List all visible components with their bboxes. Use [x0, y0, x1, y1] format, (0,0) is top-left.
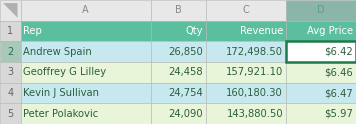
Text: 160,180.30: 160,180.30	[226, 88, 283, 98]
Text: 24,754: 24,754	[168, 88, 203, 98]
Bar	[286, 41, 356, 62]
Bar	[21, 62, 151, 83]
Bar	[286, 21, 356, 41]
Text: $6.47: $6.47	[324, 88, 353, 98]
Bar	[286, 83, 356, 103]
Text: A: A	[82, 5, 89, 15]
Bar	[151, 0, 206, 21]
Bar	[151, 21, 206, 41]
Bar	[151, 83, 206, 103]
Text: D: D	[317, 5, 325, 15]
Bar	[206, 21, 286, 41]
Bar	[0, 41, 21, 62]
Text: 24,090: 24,090	[168, 109, 203, 119]
Bar	[0, 0, 21, 21]
Bar	[21, 103, 151, 124]
Bar	[0, 62, 21, 83]
Bar	[206, 83, 286, 103]
Text: 172,498.50: 172,498.50	[226, 47, 283, 57]
Bar	[286, 103, 356, 124]
Text: 1: 1	[7, 26, 14, 36]
Text: C: C	[242, 5, 249, 15]
Text: Geoffrey G Lilley: Geoffrey G Lilley	[23, 67, 106, 77]
Text: Andrew Spain: Andrew Spain	[23, 47, 92, 57]
Text: $5.97: $5.97	[324, 109, 353, 119]
Text: Qty: Qty	[185, 26, 203, 36]
Text: $6.42: $6.42	[324, 47, 353, 57]
Text: 157,921.10: 157,921.10	[226, 67, 283, 77]
Bar	[206, 62, 286, 83]
Text: 24,458: 24,458	[168, 67, 203, 77]
Bar	[286, 0, 356, 21]
Bar	[206, 103, 286, 124]
Text: $6.46: $6.46	[324, 67, 353, 77]
Bar	[206, 0, 286, 21]
Text: Rep: Rep	[23, 26, 42, 36]
Text: 3: 3	[7, 67, 14, 77]
Bar	[21, 41, 151, 62]
Bar	[21, 83, 151, 103]
Text: Revenue: Revenue	[240, 26, 283, 36]
Bar	[151, 103, 206, 124]
Text: 2: 2	[7, 47, 14, 57]
Bar	[151, 62, 206, 83]
Bar	[286, 41, 356, 62]
Text: B: B	[175, 5, 182, 15]
Bar	[286, 62, 356, 83]
Bar	[21, 21, 151, 41]
Text: 26,850: 26,850	[168, 47, 203, 57]
Text: 143,880.50: 143,880.50	[226, 109, 283, 119]
Text: 5: 5	[7, 109, 14, 119]
Bar	[0, 21, 21, 41]
Bar	[151, 41, 206, 62]
Text: Kevin J Sullivan: Kevin J Sullivan	[23, 88, 99, 98]
Bar	[0, 103, 21, 124]
Text: Avg Price: Avg Price	[307, 26, 353, 36]
Polygon shape	[3, 3, 17, 18]
Bar	[206, 41, 286, 62]
Bar	[21, 0, 151, 21]
Text: 4: 4	[7, 88, 14, 98]
Bar	[0, 83, 21, 103]
Text: Peter Polakovic: Peter Polakovic	[23, 109, 99, 119]
